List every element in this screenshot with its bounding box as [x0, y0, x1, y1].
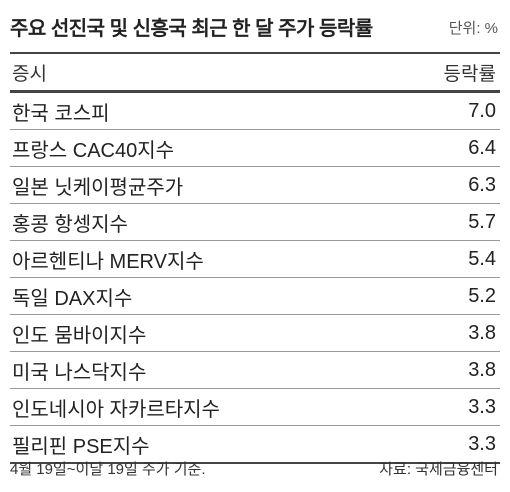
table-row: 한국 코스피 7.0 — [10, 93, 500, 130]
market-name: 프랑스 CAC40지수 — [12, 139, 175, 162]
table-row: 일본 닛케이평균주가 6.3 — [10, 167, 500, 204]
market-name: 인도네시아 자카르타지수 — [12, 398, 220, 421]
change-rate: 5.7 — [468, 210, 496, 233]
change-rate: 5.4 — [468, 247, 496, 270]
change-rate: 3.8 — [468, 358, 496, 381]
market-name: 아르헨티나 MERV지수 — [12, 250, 204, 273]
column-header: 등락률 — [443, 63, 496, 85]
market-name: 필리핀 PSE지수 — [12, 435, 150, 458]
change-rate: 3.3 — [468, 395, 496, 418]
table-row: 아르헨티나 MERV지수 5.4 — [10, 241, 500, 278]
change-rate: 5.2 — [468, 284, 496, 307]
change-rate: 6.3 — [468, 173, 496, 196]
market-name: 일본 닛케이평균주가 — [12, 176, 184, 199]
table-row: 미국 나스닥지수 3.8 — [10, 352, 500, 389]
column-header: 증시 — [12, 63, 47, 85]
title: 주요 선진국 및 신흥국 최근 한 달 주가 등락률 — [10, 18, 373, 40]
table-row: 프랑스 CAC40지수 6.4 — [10, 130, 500, 167]
market-name: 한국 코스피 — [12, 102, 110, 125]
change-rate: 7.0 — [468, 99, 496, 122]
footnote: 4월 19일~이달 19일 주가 기준. — [10, 461, 206, 478]
market-name: 홍콩 항셍지수 — [12, 213, 128, 236]
table-row: 홍콩 항셍지수 5.7 — [10, 204, 500, 241]
market-name: 인도 뭄바이지수 — [12, 324, 147, 347]
source: 자료: 국제금융센터 — [379, 461, 498, 478]
table-row: 독일 DAX지수 5.2 — [10, 278, 500, 315]
change-rate: 3.8 — [468, 321, 496, 344]
change-rate: 6.4 — [468, 136, 496, 159]
table-row: 인도네시아 자카르타지수 3.3 — [10, 389, 500, 426]
change-rate: 3.3 — [468, 432, 496, 455]
table: 증시 등락률 한국 코스피 7.0 프랑스 CAC40지수 6.4 일본 닛케이평균주가… — [10, 52, 500, 464]
table-row: 인도 뭄바이지수 3.8 — [10, 315, 500, 352]
table-row: 필리핀 PSE지수 3.3 — [10, 426, 500, 464]
market-name: 독일 DAX지수 — [12, 287, 133, 310]
market-name: 미국 나스닥지수 — [12, 361, 147, 384]
unit: 단위: % — [448, 20, 498, 37]
header-row: 증시 등락률 — [10, 54, 500, 93]
